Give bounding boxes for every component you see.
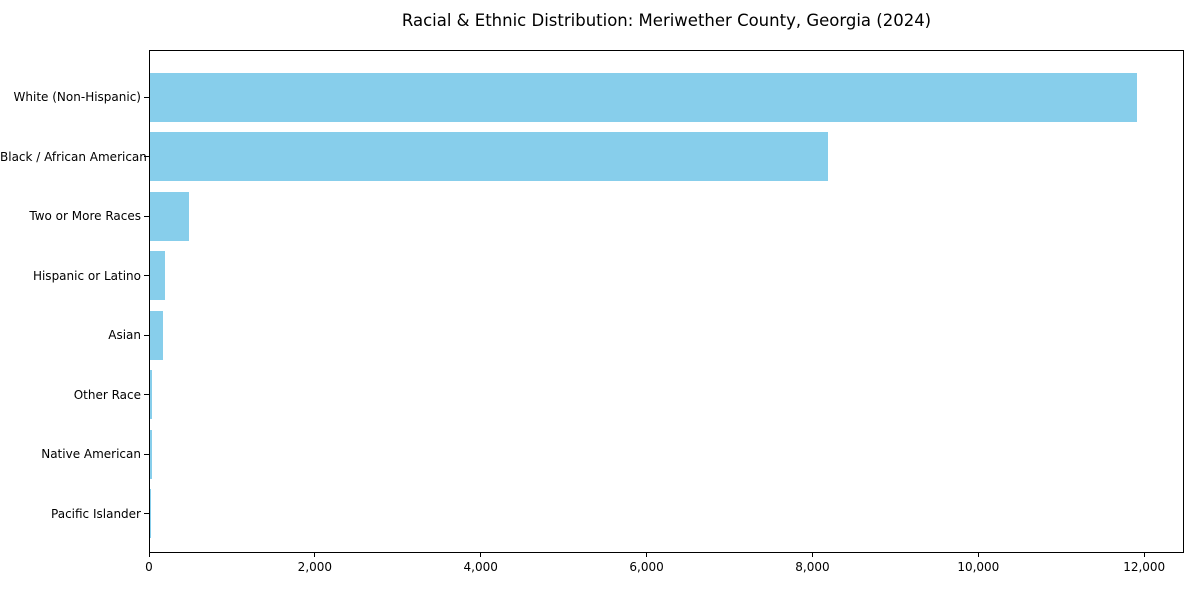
bar	[150, 132, 828, 182]
y-tick-mark	[144, 334, 149, 336]
y-tick-label: White (Non-Hispanic)	[13, 90, 141, 104]
y-tick-label: Two or More Races	[29, 209, 141, 224]
x-tick-mark	[1143, 553, 1145, 557]
y-tick-mark	[144, 513, 149, 515]
x-tick-label: 12,000	[1123, 560, 1166, 574]
bar	[150, 251, 165, 301]
y-tick-label: Native American	[41, 447, 141, 462]
x-tick-mark	[148, 553, 150, 557]
x-tick-label: 8,000	[795, 560, 830, 574]
y-tick-label: Other Race	[73, 387, 141, 402]
plot-area	[149, 50, 1184, 553]
y-tick-mark	[144, 96, 149, 98]
bar	[150, 191, 189, 241]
x-tick-label: 2,000	[297, 560, 333, 574]
y-tick-label: Pacific Islander	[51, 506, 141, 521]
y-tick-mark	[144, 453, 149, 455]
bar	[150, 72, 1137, 122]
x-tick-label: 6,000	[629, 560, 664, 574]
bar	[150, 429, 152, 479]
chart-title: Racial & Ethnic Distribution: Meriwether…	[401, 11, 932, 30]
x-tick-mark	[646, 553, 648, 557]
x-tick-mark	[811, 553, 813, 557]
x-tick-label: 10,000	[957, 560, 1000, 574]
y-tick-mark	[144, 215, 149, 217]
bar	[150, 370, 153, 420]
x-tick-mark	[977, 553, 979, 557]
y-tick-mark	[144, 156, 149, 158]
y-tick-mark	[144, 275, 149, 277]
x-tick-label: 0	[145, 560, 153, 574]
x-tick-mark	[314, 553, 316, 557]
bar	[150, 310, 163, 360]
x-tick-mark	[480, 553, 482, 557]
bar	[150, 489, 151, 539]
x-tick-label: 4,000	[463, 560, 498, 574]
y-tick-label: Hispanic or Latino	[32, 268, 141, 283]
y-tick-label: Asian	[108, 328, 141, 343]
y-tick-label: Black / African American	[0, 149, 147, 164]
y-tick-mark	[144, 394, 149, 396]
